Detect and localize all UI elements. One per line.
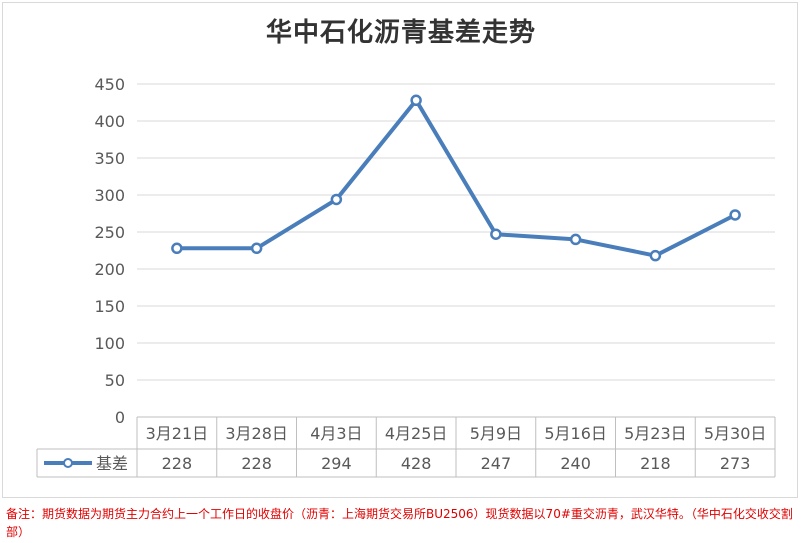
x-tick-label: 3月21日 [146,424,209,443]
y-tick-label: 450 [94,75,125,94]
table-value: 218 [640,454,671,473]
y-tick-label: 200 [94,260,125,279]
y-tick-label: 0 [115,408,125,427]
y-tick-label: 350 [94,149,125,168]
table-value: 294 [321,454,352,473]
y-tick-label: 300 [94,186,125,205]
data-point [490,228,502,240]
y-tick-label: 400 [94,112,125,131]
data-point [330,193,343,206]
table-value: 228 [162,454,193,473]
y-tick-label: 250 [94,223,125,242]
chart-title: 华中石化沥青基差走势 [265,18,536,48]
footnote: 备注：期货数据为期货主力合约上一个工作日的收盘价（沥青：上海期货交易所BU250… [6,507,793,539]
table-value: 240 [560,454,591,473]
x-tick-label: 5月16日 [544,424,607,443]
data-point [569,233,582,246]
data-point [410,94,422,107]
data-point [171,242,183,255]
data-point [649,249,662,262]
line-chart: 0 50 100 150 200 250 300 350 400 450 3月21日 3月28日 4月3… [36,75,776,478]
data-point [729,209,741,221]
legend-marker [63,458,73,468]
x-tick-label: 5月23日 [624,424,687,443]
y-tick-label: 150 [94,297,125,316]
series-line [174,98,738,258]
table-value: 247 [481,454,512,473]
x-tick-label: 4月25日 [385,424,448,443]
table-value: 428 [401,454,432,473]
x-tick-label: 5月30日 [704,424,767,443]
data-point [250,242,263,255]
y-tick-label: 50 [105,371,125,390]
x-tick-label: 5月9日 [470,424,522,443]
x-tick-label: 3月28日 [225,424,288,443]
x-tick-label: 4月3日 [310,424,362,443]
legend-label: 基差 [96,454,128,473]
y-tick-label: 100 [94,334,125,353]
table-value: 228 [241,454,272,473]
table-value: 273 [720,454,751,473]
